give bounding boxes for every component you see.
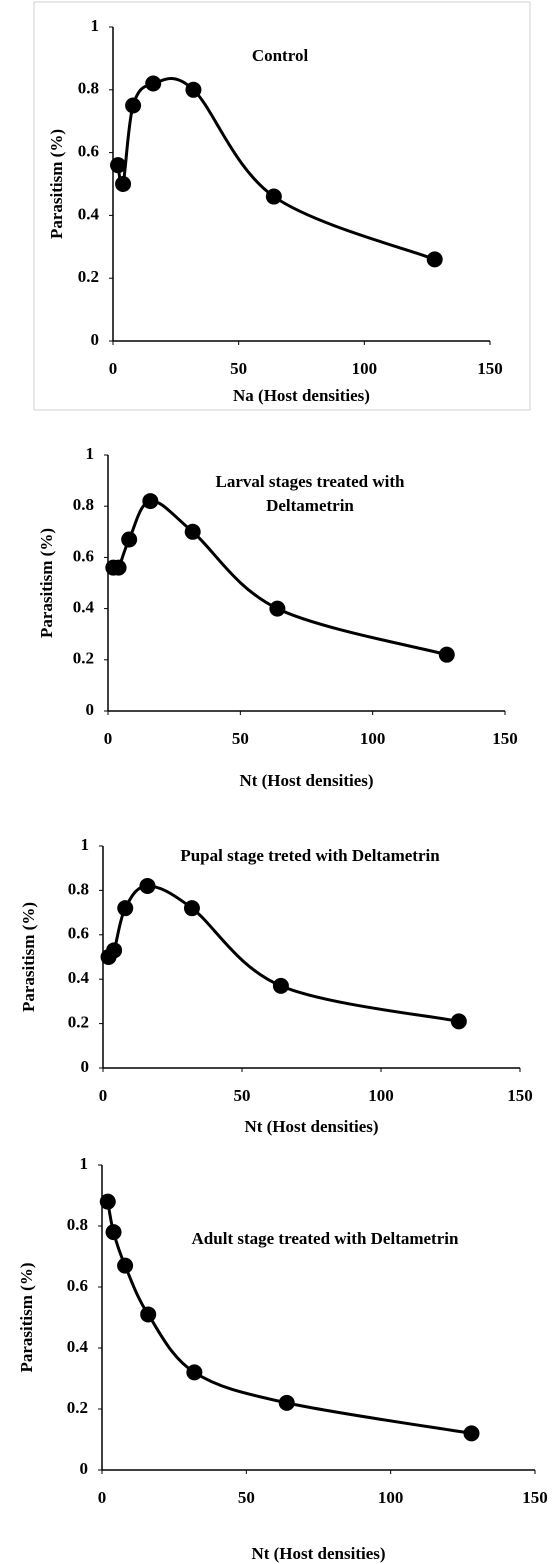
data-point xyxy=(121,531,138,548)
data-point xyxy=(269,600,286,617)
x-axis-label: Nt (Host densities) xyxy=(244,1117,378,1136)
y-tick-label: 1 xyxy=(80,1154,89,1173)
x-tick-label: 50 xyxy=(238,1488,255,1507)
y-tick-label: 1 xyxy=(81,835,90,854)
y-axis-label: Parasitism (%) xyxy=(17,1262,36,1372)
y-tick-label: 0 xyxy=(81,1057,90,1076)
y-tick-label: 0.4 xyxy=(73,598,95,617)
y-tick-label: 1 xyxy=(91,16,100,35)
series-line xyxy=(112,499,448,657)
panel-border xyxy=(33,1,531,411)
y-tick-label: 0.8 xyxy=(68,879,89,898)
x-tick-label: 100 xyxy=(360,729,386,748)
y-tick-label: 0 xyxy=(91,330,100,349)
data-point xyxy=(117,900,134,917)
data-point xyxy=(105,1224,122,1241)
data-point xyxy=(463,1425,480,1442)
y-axis-label: Parasitism (%) xyxy=(37,528,56,638)
data-point xyxy=(438,646,455,663)
y-tick-label: 1 xyxy=(86,444,95,463)
chart-title: Larval stages treated with Deltametrin xyxy=(215,472,405,515)
data-point xyxy=(110,559,127,576)
data-point xyxy=(115,176,132,192)
y-tick-label: 0 xyxy=(80,1459,89,1478)
y-tick-label: 0.6 xyxy=(73,546,94,565)
y-tick-label: 0.2 xyxy=(73,649,94,668)
x-tick-label: 50 xyxy=(234,1086,251,1105)
y-tick-label: 0.6 xyxy=(68,924,89,943)
data-point xyxy=(272,977,289,994)
data-point xyxy=(185,81,202,98)
data-point xyxy=(183,900,200,917)
y-tick-label: 0.2 xyxy=(78,267,99,286)
data-point xyxy=(139,877,156,894)
y-tick-label: 0.4 xyxy=(67,1337,89,1356)
x-tick-label: 100 xyxy=(352,359,378,378)
series-line xyxy=(107,884,460,1023)
x-axis-label: Nt (Host densities) xyxy=(239,771,373,790)
y-tick-label: 0.6 xyxy=(67,1276,88,1295)
data-point xyxy=(140,1306,157,1323)
data-point xyxy=(142,493,159,510)
chart-title: Control xyxy=(252,46,309,65)
x-tick-label: 0 xyxy=(98,1488,107,1507)
x-tick-label: 150 xyxy=(492,729,518,748)
y-tick-label: 0.8 xyxy=(78,79,99,98)
y-axis-label: Parasitism (%) xyxy=(47,129,66,239)
x-tick-label: 150 xyxy=(507,1086,533,1105)
data-point xyxy=(184,523,201,540)
data-point xyxy=(110,157,127,174)
x-tick-label: 0 xyxy=(109,359,118,378)
x-tick-label: 100 xyxy=(378,1488,404,1507)
y-tick-label: 0.4 xyxy=(78,204,100,223)
y-tick-label: 0.8 xyxy=(67,1215,88,1234)
data-point xyxy=(99,1193,116,1210)
data-point xyxy=(145,75,162,92)
y-tick-label: 0.4 xyxy=(68,968,90,987)
y-tick-label: 0.2 xyxy=(67,1398,88,1417)
x-tick-label: 150 xyxy=(522,1488,548,1507)
data-point xyxy=(186,1364,203,1381)
chart-title: Adult stage treated with Deltametrin xyxy=(192,1229,459,1248)
x-tick-label: 100 xyxy=(368,1086,394,1105)
x-axis-label: Nt (Host densities) xyxy=(251,1544,385,1563)
x-tick-label: 0 xyxy=(104,729,113,748)
x-axis-label: Na (Host densities) xyxy=(233,386,370,405)
data-point xyxy=(450,1013,467,1030)
y-tick-label: 0.6 xyxy=(78,142,99,161)
data-point xyxy=(426,251,443,268)
data-point xyxy=(117,1257,134,1274)
x-tick-label: 50 xyxy=(232,729,249,748)
data-point xyxy=(278,1394,295,1411)
x-tick-label: 150 xyxy=(477,359,503,378)
x-tick-label: 0 xyxy=(99,1086,108,1105)
series-line xyxy=(116,77,436,261)
y-tick-label: 0 xyxy=(86,700,95,719)
data-point xyxy=(265,188,282,205)
y-tick-label: 0.8 xyxy=(73,495,94,514)
y-axis-label: Parasitism (%) xyxy=(19,902,38,1012)
y-tick-label: 0.2 xyxy=(68,1013,89,1032)
data-point xyxy=(125,97,142,114)
chart-title: Pupal stage treted with Deltametrin xyxy=(180,846,440,865)
data-point xyxy=(106,942,123,959)
x-tick-label: 50 xyxy=(230,359,247,378)
